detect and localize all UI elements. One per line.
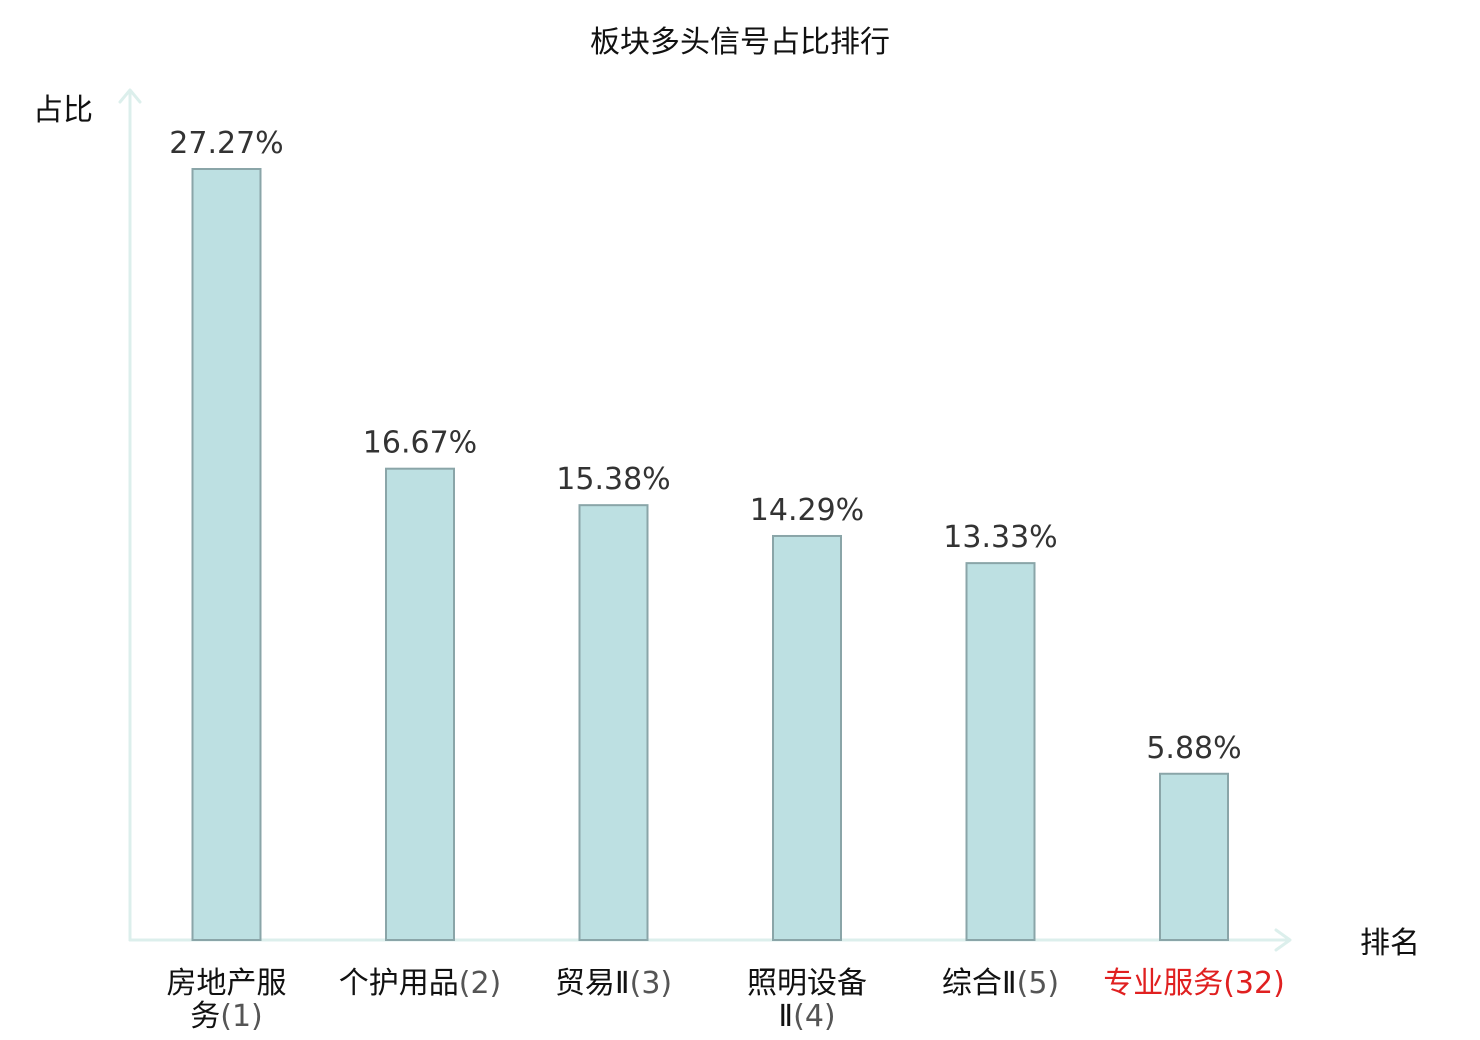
category-rank: (2) — [459, 966, 502, 1001]
data-label: 27.27% — [169, 126, 283, 161]
category-name: 贸易Ⅱ — [555, 966, 630, 1001]
data-label: 13.33% — [943, 520, 1057, 555]
category-rank: (1) — [220, 999, 263, 1034]
bar — [772, 534, 842, 942]
bar — [385, 467, 455, 941]
tick-label: 综合Ⅱ(5) — [942, 966, 1059, 1001]
data-label: 14.29% — [750, 493, 864, 528]
tick-label: 照明设备 Ⅱ(4) — [747, 966, 867, 1034]
data-label: 15.38% — [556, 462, 670, 497]
x-axis-arrow — [1274, 928, 1292, 952]
category-name: 专业服务 — [1103, 966, 1223, 1001]
bar — [965, 562, 1036, 942]
category-labels-group: 房地产服务(1)个护用品(2) 贸易Ⅱ(3) 照明设备 Ⅱ(4)综合Ⅱ(5) 专业服务(… — [167, 966, 1285, 1034]
chart-title: 板块多头信号占比排行 — [590, 25, 890, 60]
data-label: 16.67% — [363, 426, 477, 461]
data-label: 5.88% — [1146, 731, 1241, 766]
category-rank: (4) — [793, 999, 836, 1034]
value-labels-group: 27.27% 16.67% 15.38% 14.29% 13.33% 5.88% — [169, 126, 1241, 766]
x-axis-label: 排名 — [1360, 926, 1420, 961]
y-axis-arrow — [118, 88, 142, 104]
bars-group — [191, 168, 1229, 942]
category-rank: (5) — [1017, 966, 1060, 1001]
category-name: 照明设备 — [747, 966, 867, 1001]
category-name: 综合Ⅱ — [942, 966, 1017, 1001]
tick-label: 专业服务(32) — [1103, 966, 1285, 1001]
tick-label: 个护用品(2) — [339, 966, 502, 1001]
bar — [191, 168, 262, 941]
bar — [578, 504, 649, 941]
category-name-cont: 务 — [190, 999, 220, 1034]
tick-label: 贸易Ⅱ(3) — [555, 966, 672, 1001]
tick-label: 房地产服务(1) — [167, 966, 287, 1034]
category-name: 房地产服 — [167, 966, 287, 1001]
category-rank: (32) — [1223, 966, 1285, 1001]
category-name: 个护用品 — [339, 966, 459, 1001]
category-name-cont: Ⅱ — [778, 999, 793, 1034]
bar — [1159, 772, 1229, 942]
category-rank: (3) — [630, 966, 673, 1001]
y-axis-label: 占比 — [33, 93, 93, 128]
